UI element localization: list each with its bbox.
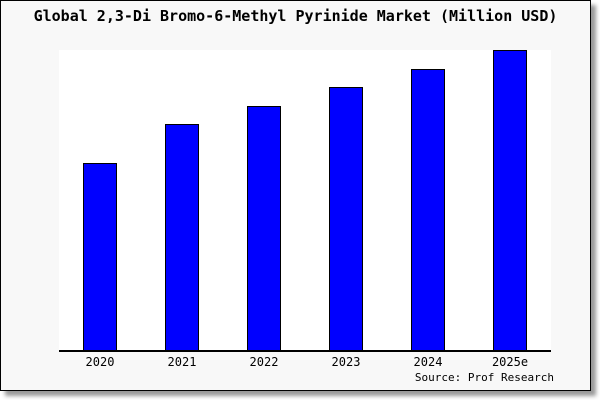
x-tick-2021: 2021 bbox=[167, 355, 197, 369]
x-tick-2025e: 2025e bbox=[491, 355, 529, 369]
x-tick-2023: 2023 bbox=[331, 355, 361, 369]
bar-2024 bbox=[411, 69, 445, 350]
bar-2020 bbox=[83, 163, 117, 350]
x-axis-labels: 2020 2021 2022 2023 2024 2025e bbox=[59, 355, 551, 369]
bar-2021 bbox=[165, 124, 199, 350]
chart-figure: Global 2,3-Di Bromo-6-Methyl Pyrinide Ma… bbox=[0, 0, 591, 391]
bar-2022 bbox=[247, 106, 281, 350]
source-caption: Source: Prof Research bbox=[414, 371, 554, 384]
plot-area bbox=[59, 50, 551, 352]
bars-container bbox=[59, 50, 551, 350]
x-tick-2022: 2022 bbox=[249, 355, 279, 369]
bar-2023 bbox=[329, 87, 363, 350]
bar-2025e bbox=[493, 50, 527, 350]
x-tick-2020: 2020 bbox=[85, 355, 115, 369]
x-tick-2024: 2024 bbox=[413, 355, 443, 369]
chart-title: Global 2,3-Di Bromo-6-Methyl Pyrinide Ma… bbox=[33, 7, 558, 25]
